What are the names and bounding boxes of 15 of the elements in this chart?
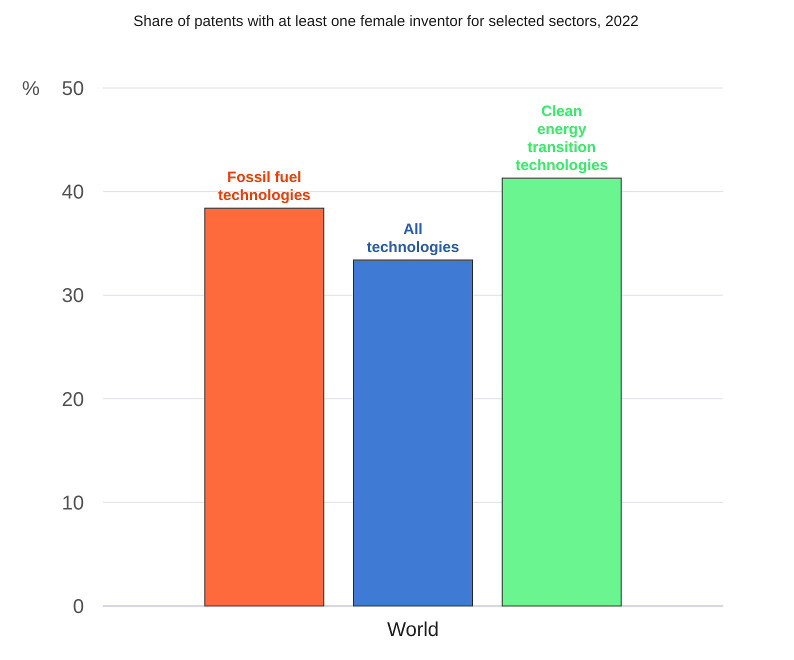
y-tick-label: 50	[62, 78, 84, 100]
chart-title: Share of patents with at least one female inventor for selected sectors, 2022	[133, 13, 639, 30]
y-tick-label: 40	[62, 182, 84, 204]
series-label: Clean energy transition technologies	[515, 103, 608, 174]
y-tick-label: 0	[72, 596, 84, 618]
bar	[502, 178, 622, 606]
y-tick-label: 30	[62, 285, 84, 308]
y-tick-label: 20	[62, 388, 84, 411]
bar	[353, 259, 473, 606]
y-tick-label: 10	[62, 492, 84, 514]
series-label: All technologies	[366, 220, 460, 256]
x-tick-label: World	[387, 619, 439, 641]
series-label: Fossil fuel technologies	[218, 169, 311, 204]
y-axis-title: %	[22, 78, 40, 100]
bar	[204, 208, 324, 606]
